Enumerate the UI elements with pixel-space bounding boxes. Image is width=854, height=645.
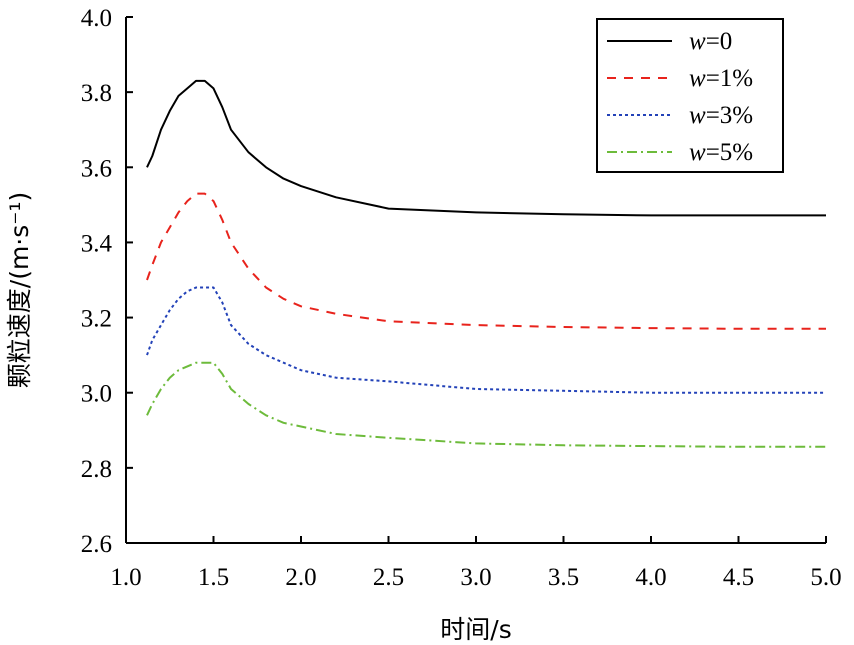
series-line-0: [146, 79, 826, 217]
x-tick-label: 1.0: [110, 564, 141, 591]
legend-label-1: w=1%: [689, 65, 753, 92]
x-tick-label: 2.5: [373, 564, 404, 591]
plot-area: [146, 79, 826, 448]
x-tick-label: 1.5: [198, 564, 229, 591]
x-axis-title: 时间/s: [440, 615, 511, 644]
legend-label-2: w=3%: [689, 102, 753, 129]
y-tick-label: 3.4: [81, 230, 113, 257]
y-tick-label: 4.0: [81, 5, 112, 32]
x-tick-label: 4.5: [723, 564, 754, 591]
y-tick-label: 2.6: [81, 531, 112, 558]
x-tick-label: 4.0: [635, 564, 666, 591]
series-line-1: [146, 192, 826, 330]
x-tick-label: 2.0: [285, 564, 316, 591]
y-tick-label: 3.6: [81, 155, 112, 182]
legend-label-3: w=5%: [689, 139, 753, 166]
x-tick-label: 5.0: [810, 564, 841, 591]
legend-box: [596, 18, 784, 173]
x-tick-label: 3.0: [460, 564, 491, 591]
legend: w=0 w=1% w=3% w=5%: [596, 18, 784, 173]
x-ticks: 1.0 1.5 2.0 2.5 3.0 3.5 4.0 4.5 5.0: [110, 536, 842, 591]
y-tick-label: 3.0: [81, 381, 112, 408]
series-line-2: [146, 286, 826, 394]
legend-label-0: w=0: [689, 28, 732, 55]
y-axis-title: 颗粒速度/(m·s⁻¹): [5, 192, 34, 388]
y-ticks: 2.6 2.8 3.0 3.2 3.4 3.6 3.8 4.0: [81, 5, 133, 558]
x-tick-label: 3.5: [548, 564, 579, 591]
y-tick-label: 3.2: [81, 306, 112, 333]
y-tick-label: 2.8: [81, 456, 112, 483]
series-line-3: [146, 361, 826, 448]
y-tick-label: 3.8: [81, 80, 112, 107]
